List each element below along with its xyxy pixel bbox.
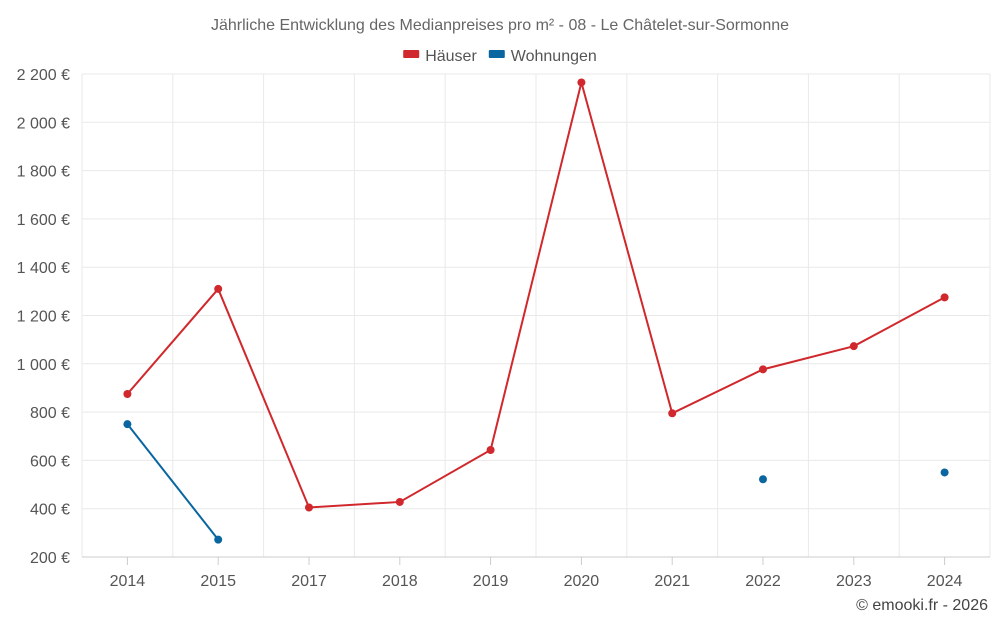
data-point[interactable] bbox=[395, 497, 404, 506]
legend-item-wohnungen[interactable]: Wohnungen bbox=[488, 48, 597, 65]
x-tick-label: 2022 bbox=[745, 573, 781, 590]
y-tick-label: 200 € bbox=[30, 550, 70, 567]
legend-item-haeuser[interactable]: Häuser bbox=[403, 48, 477, 65]
y-tick-label: 1 600 € bbox=[17, 212, 70, 229]
series-line bbox=[126, 78, 946, 509]
y-tick-label: 2 200 € bbox=[17, 67, 70, 84]
x-tick-label: 2020 bbox=[564, 573, 600, 590]
data-point[interactable] bbox=[214, 535, 223, 544]
y-tick-label: 400 € bbox=[30, 502, 70, 519]
chart-title: Jährliche Entwicklung des Medianpreises … bbox=[211, 17, 789, 34]
data-point[interactable] bbox=[940, 468, 949, 477]
data-point[interactable] bbox=[668, 409, 677, 418]
y-tick-label: 1 800 € bbox=[17, 164, 70, 181]
y-tick-label: 1 400 € bbox=[17, 260, 70, 277]
x-tick-label: 2021 bbox=[654, 573, 690, 590]
y-tick-label: 1 000 € bbox=[17, 357, 70, 374]
data-point[interactable] bbox=[486, 446, 495, 455]
data-point[interactable] bbox=[849, 342, 858, 351]
x-tick-label: 2014 bbox=[110, 573, 146, 590]
grid bbox=[81, 73, 991, 558]
data-point[interactable] bbox=[214, 284, 223, 293]
legend: Häuser Wohnungen bbox=[403, 48, 597, 65]
y-tick-label: 1 200 € bbox=[17, 309, 70, 326]
y-tick-label: 2 000 € bbox=[17, 115, 70, 132]
x-tick-label: 2015 bbox=[200, 573, 236, 590]
data-point[interactable] bbox=[759, 475, 767, 484]
series-haeuser bbox=[123, 78, 949, 512]
x-tick-label: 2023 bbox=[836, 573, 872, 590]
series-wohnungen bbox=[123, 420, 949, 544]
y-tick-label: 600 € bbox=[30, 453, 70, 470]
y-tick-label: 800 € bbox=[30, 405, 70, 422]
legend-swatch bbox=[488, 50, 505, 58]
x-tick-label: 2024 bbox=[927, 573, 963, 590]
data-point[interactable] bbox=[940, 293, 949, 302]
series-layer bbox=[123, 78, 949, 544]
x-tick-label: 2017 bbox=[291, 573, 327, 590]
data-point[interactable] bbox=[305, 503, 313, 512]
axes: 200 € 400 € 600 € 800 € 1 000 € 1 200 € 1 400 … bbox=[17, 67, 990, 590]
data-point[interactable] bbox=[759, 365, 767, 374]
legend-swatch bbox=[403, 50, 420, 58]
legend-label: Häuser bbox=[425, 48, 477, 65]
credit-text: © emooki.fr - 2026 bbox=[856, 597, 988, 614]
legend-label: Wohnungen bbox=[511, 48, 597, 65]
data-point[interactable] bbox=[123, 389, 132, 398]
x-tick-label: 2018 bbox=[382, 573, 418, 590]
x-tick-label: 2019 bbox=[473, 573, 509, 590]
data-point[interactable] bbox=[123, 420, 132, 429]
series-line bbox=[126, 423, 219, 541]
data-point[interactable] bbox=[577, 78, 586, 87]
